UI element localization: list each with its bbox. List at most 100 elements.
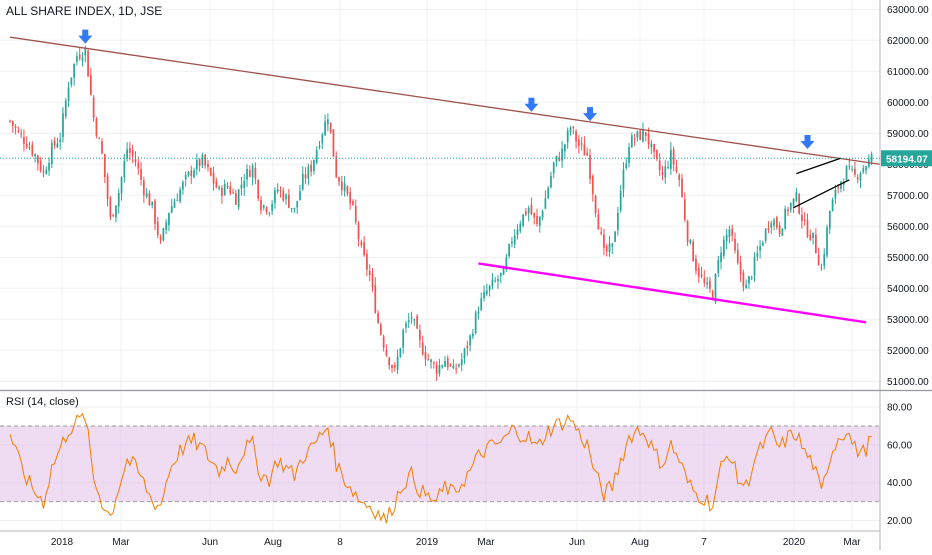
candle-body — [644, 131, 647, 136]
candle-body — [497, 279, 499, 282]
candle-body — [315, 150, 318, 163]
candle-body — [552, 162, 555, 174]
candle-body — [580, 143, 583, 145]
candle-body — [750, 276, 753, 278]
candle-body — [9, 120, 11, 122]
candle-body — [254, 167, 257, 179]
candle-body — [591, 176, 594, 195]
candle-body — [413, 319, 416, 321]
candle-body — [59, 139, 62, 142]
candle-body — [803, 219, 806, 221]
candle-body — [435, 364, 438, 374]
candle-body — [566, 130, 569, 143]
candle-body — [617, 212, 619, 230]
candle-body — [441, 365, 444, 368]
candle-body — [697, 267, 700, 277]
candles-layer — [9, 45, 873, 382]
candle-body — [363, 242, 365, 256]
candle-body — [773, 219, 775, 226]
candle-body — [25, 144, 28, 148]
candle-body — [611, 243, 614, 247]
candle-body — [184, 174, 187, 180]
candle-body — [377, 313, 379, 323]
candle-body — [154, 200, 156, 225]
candle-body — [767, 228, 770, 230]
candle-body — [190, 170, 193, 177]
candle-body — [343, 183, 346, 192]
y-tick-label: 53000.00 — [887, 315, 929, 326]
candle-body — [14, 126, 17, 128]
candle-body — [569, 127, 572, 133]
candle-body — [207, 164, 209, 168]
candle-body — [301, 173, 304, 190]
candle-body — [564, 144, 566, 152]
candle-body — [45, 170, 48, 174]
candle-body — [661, 171, 664, 175]
candle-body — [346, 186, 349, 194]
y-tick-label: 52000.00 — [887, 346, 929, 357]
candle-body — [840, 181, 842, 189]
candle-body — [81, 57, 84, 61]
candle-body — [106, 175, 109, 200]
candle-body — [293, 207, 296, 210]
candle-body — [851, 168, 853, 170]
candle-body — [561, 148, 563, 161]
candle-body — [806, 220, 809, 237]
rsi-tick-label: 40.00 — [887, 478, 912, 489]
arrows-layer — [78, 29, 815, 149]
candle-body — [340, 181, 343, 191]
trendline-support — [478, 262, 867, 324]
candle-body — [324, 121, 326, 136]
candle-body — [706, 282, 708, 285]
candle-body — [522, 214, 524, 226]
candle-body — [870, 154, 873, 162]
candle-body — [756, 253, 759, 257]
candle-body — [789, 203, 792, 210]
candle-body — [318, 145, 321, 148]
trendline-channel-lower — [793, 179, 850, 209]
candle-body — [463, 348, 466, 359]
candle-body — [483, 291, 485, 299]
candle-body — [235, 193, 237, 205]
candle-body — [446, 358, 449, 368]
candle-body — [527, 207, 530, 214]
candle-body — [530, 205, 533, 215]
candle-body — [405, 323, 407, 328]
candle-body — [711, 291, 714, 300]
x-tick-label: Mar — [843, 537, 861, 548]
candle-body — [826, 227, 828, 256]
candle-body — [131, 149, 134, 157]
candle-body — [123, 161, 126, 178]
candle-body — [290, 207, 293, 210]
candle-body — [156, 221, 159, 236]
candle-body — [728, 229, 731, 238]
rsi-band — [0, 426, 880, 502]
candle-body — [494, 280, 497, 282]
candle-body — [787, 209, 789, 211]
candle-body — [619, 191, 622, 211]
candle-body — [432, 362, 435, 364]
candle-body — [589, 155, 591, 179]
candle-body — [686, 220, 689, 242]
candle-body — [575, 131, 577, 142]
candle-body — [145, 193, 148, 198]
candle-body — [296, 201, 299, 208]
x-tick-label: Mar — [112, 537, 130, 548]
candle-body — [544, 198, 547, 209]
candle-body — [70, 77, 73, 85]
candle-body — [458, 364, 460, 367]
candle-body — [505, 257, 508, 270]
candle-body — [410, 317, 413, 319]
candle-body — [438, 365, 441, 374]
candle-body — [572, 126, 575, 129]
y-tick-label: 57000.00 — [887, 191, 929, 202]
candle-body — [407, 320, 410, 323]
candle-body — [499, 272, 502, 277]
rsi-band-layer — [0, 425, 880, 503]
x-tick-label: Aug — [631, 537, 649, 548]
candle-body — [653, 144, 655, 152]
candle-body — [856, 177, 859, 180]
candle-body — [64, 100, 67, 117]
trendline-channel-upper — [796, 157, 842, 175]
candle-body — [709, 280, 711, 289]
